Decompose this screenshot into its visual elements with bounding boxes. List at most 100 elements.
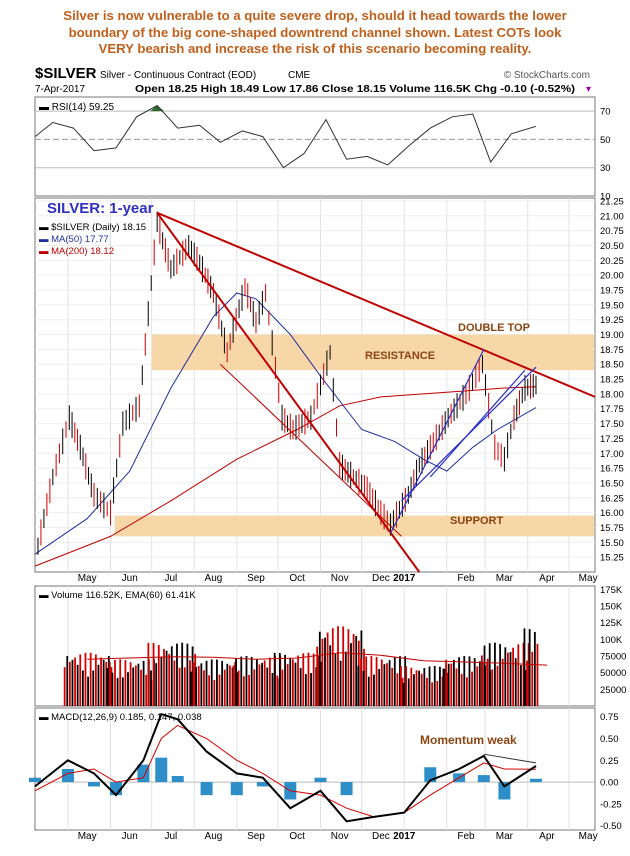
volume-bar [404, 656, 407, 706]
volume-bar [494, 642, 496, 706]
y-tick-label: 25000 [600, 685, 626, 696]
volume-bar [504, 647, 507, 706]
y-tick-label: 16.00 [600, 508, 624, 519]
volume-bar [100, 657, 102, 706]
volume-bar [458, 657, 460, 706]
volume-bar [450, 663, 453, 706]
volume-bar [509, 652, 512, 706]
volume-bar [350, 643, 352, 706]
y-tick-label: 20.00 [600, 271, 624, 282]
ma50-label: ▬ MA(50) 17.77 [39, 234, 109, 245]
macd-histogram-bar [200, 782, 213, 796]
x-tick-label: May [579, 831, 598, 842]
y-tick-label: 0.00 [600, 778, 619, 789]
y-tick-label: 100K [600, 635, 623, 646]
chart-symbol: $SILVER [35, 65, 97, 82]
band-support [114, 515, 594, 537]
macd-histogram-bar [88, 782, 101, 787]
volume-bar [463, 656, 466, 706]
y-tick-label: 19.75 [600, 286, 624, 297]
volume-bar [213, 679, 216, 706]
volume-bar [491, 669, 494, 706]
volume-bar [231, 667, 234, 706]
chart-name: Silver - Continuous Contract (EOD) [100, 70, 256, 81]
volume-bar [121, 677, 124, 706]
macd-signal-line [34, 724, 537, 818]
volume-bar [147, 642, 150, 706]
price-series-label: ▬ $SILVER (Daily) 18.15 [39, 222, 146, 233]
volume-bar [468, 656, 471, 706]
volume-bar [71, 659, 74, 706]
ma200-line [34, 386, 537, 567]
x-tick-label: May [579, 573, 598, 584]
y-tick-label: -0.50 [600, 821, 622, 832]
volume-bar [452, 659, 455, 706]
volume-bar [208, 675, 211, 706]
volume-bar [528, 629, 531, 706]
volume-bar [307, 652, 310, 706]
volume-bar [278, 653, 281, 706]
volume-ema-line [87, 652, 548, 666]
volume-bar [242, 676, 245, 706]
headline-line-3: VERY bearish and increase the risk of th… [98, 41, 532, 56]
volume-bar [329, 645, 332, 706]
volume-bar [444, 668, 447, 706]
volume-bar [181, 642, 184, 706]
volume-bar [507, 652, 509, 706]
y-tick-label: 18.50 [600, 360, 624, 371]
y-tick-label: 0.25 [600, 756, 619, 767]
volume-bar [87, 676, 89, 706]
x-tick-label: Apr [539, 831, 555, 842]
volume-bar [183, 667, 186, 706]
volume-bar [210, 659, 213, 706]
macd-histogram-bar [529, 778, 542, 783]
x-tick-label: Jul [164, 573, 177, 584]
volume-bar [483, 645, 486, 706]
macd-histogram-bar [477, 775, 490, 783]
y-tick-label: 15.75 [600, 523, 624, 534]
x-tick-label: Feb [457, 831, 475, 842]
volume-bar [441, 676, 444, 706]
y-tick-label: -0.25 [600, 799, 622, 810]
volume-bar [203, 670, 205, 706]
chart-exchange: CME [288, 70, 311, 81]
y-tick-label: 20.50 [600, 241, 624, 252]
volume-bar [195, 667, 198, 706]
volume-bar [190, 671, 192, 706]
downtrend-upper-line [156, 211, 596, 398]
y-tick-label: 0.50 [600, 734, 619, 745]
volume-bar [248, 674, 250, 706]
volume-bar [428, 666, 431, 706]
volume-bar [263, 660, 266, 706]
momentum-label: Momentum weak [420, 733, 517, 747]
volume-bar [320, 661, 323, 706]
volume-bar [520, 665, 522, 706]
volume-bar [367, 676, 370, 706]
chart-date: 7-Apr-2017 [35, 84, 85, 95]
volume-bar [234, 662, 237, 706]
volume-bar [536, 643, 539, 706]
volume-bar [415, 670, 418, 706]
volume-bar [522, 642, 525, 706]
volume-bar [388, 660, 391, 706]
volume-bar [105, 661, 108, 706]
macd-histogram-bar [340, 782, 353, 796]
rsi-label: ▬ RSI(14) 59.25 [39, 102, 114, 113]
volume-bar [357, 665, 360, 706]
chart-title: SILVER: 1-year [47, 200, 154, 217]
volume-bar [253, 669, 256, 706]
volume-bar [383, 664, 386, 706]
headline-line-2: boundary of the big cone-shaped downtren… [68, 24, 562, 40]
volume-bar [310, 673, 312, 706]
band-resistance [151, 334, 594, 371]
volume-bar [134, 665, 137, 706]
volume-bar [324, 637, 326, 706]
chart-source: © StockCharts.com [504, 70, 590, 81]
macd-label: ▬ MACD(12,26,9) 0.185, 0.147, 0.038 [39, 712, 202, 723]
volume-bar [150, 670, 152, 706]
x-tick-label: May [78, 573, 97, 584]
volume-bar [525, 669, 528, 706]
volume-bar [200, 663, 203, 706]
volume-bar [396, 673, 399, 706]
